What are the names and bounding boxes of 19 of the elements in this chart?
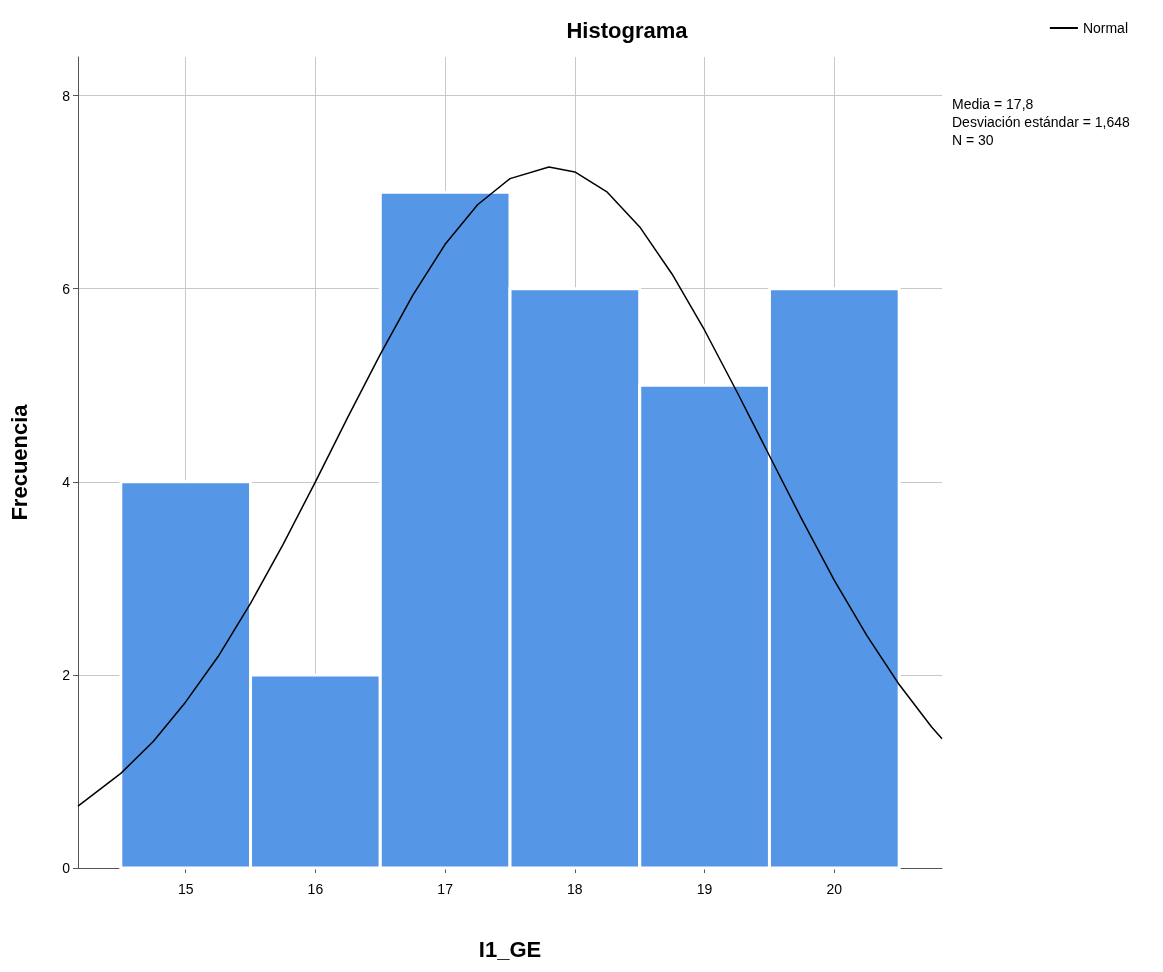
text: N = 30 — [952, 132, 994, 148]
x-tick-label: 15 — [177, 881, 194, 897]
line-series — [77, 166, 943, 807]
y-tick-label: 6 — [62, 280, 71, 297]
y-tick-label: 0 — [62, 860, 71, 876]
chart-title: Histograma — [566, 17, 689, 43]
text: Desviación estándar = 1,648 — [952, 114, 1131, 130]
x-tick-label: 18 — [567, 881, 583, 897]
x-tick-label: 16 — [307, 881, 324, 897]
x-tick-label: 19 — [696, 881, 713, 897]
y-tick-label: 4 — [62, 473, 71, 490]
y-tick-label: 2 — [62, 666, 71, 683]
y-axis-title: Frecuencia — [6, 403, 32, 521]
legend-label: Normal — [1082, 20, 1129, 36]
x-axis-title: I1_GE — [478, 936, 542, 962]
y-tick-label: 8 — [62, 87, 71, 104]
x-tick-label: 17 — [437, 881, 454, 897]
text: Media = 17,8 — [952, 96, 1034, 112]
x-tick-label: 20 — [826, 881, 843, 897]
